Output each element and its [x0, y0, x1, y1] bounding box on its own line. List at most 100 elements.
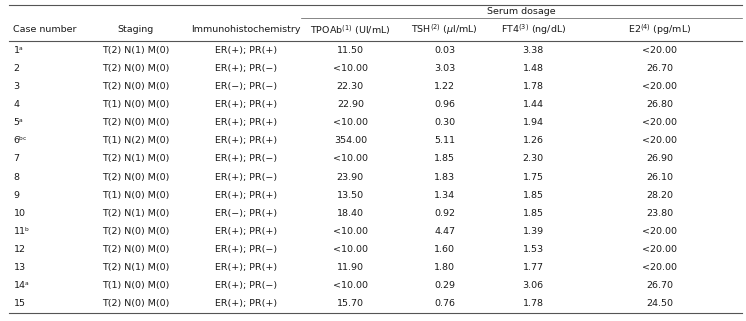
Text: <10.00: <10.00 [333, 227, 368, 236]
Text: 0.30: 0.30 [434, 118, 455, 127]
Text: 23.80: 23.80 [646, 209, 674, 218]
Text: 22.90: 22.90 [336, 100, 364, 109]
Text: ER(+); PR(+): ER(+); PR(+) [215, 46, 277, 55]
Text: <20.00: <20.00 [642, 46, 677, 55]
Text: 1.80: 1.80 [434, 263, 455, 272]
Text: <20.00: <20.00 [642, 227, 677, 236]
Text: 1.77: 1.77 [523, 263, 544, 272]
Text: T(2) N(0) M(0): T(2) N(0) M(0) [101, 299, 169, 308]
Text: 26.90: 26.90 [646, 154, 674, 163]
Text: 0.76: 0.76 [434, 299, 455, 308]
Text: 3.38: 3.38 [523, 46, 544, 55]
Text: E2$^{(4)}$ (pg/mL): E2$^{(4)}$ (pg/mL) [628, 22, 692, 37]
Text: 12: 12 [13, 245, 25, 254]
Text: ER(+); PR(−): ER(+); PR(−) [215, 172, 277, 181]
Text: 15.70: 15.70 [336, 299, 364, 308]
Text: FT4$^{(3)}$ (ng/dL): FT4$^{(3)}$ (ng/dL) [501, 22, 566, 37]
Text: 1.85: 1.85 [523, 209, 544, 218]
Text: ER(+); PR(+): ER(+); PR(+) [215, 100, 277, 109]
Text: 26.70: 26.70 [646, 281, 674, 290]
Text: ER(+); PR(+): ER(+); PR(+) [215, 299, 277, 308]
Text: 0.92: 0.92 [434, 209, 455, 218]
Text: 8: 8 [13, 172, 19, 181]
Text: 1.94: 1.94 [523, 118, 544, 127]
Text: 13.50: 13.50 [336, 191, 364, 200]
Text: 11.50: 11.50 [336, 46, 364, 55]
Text: T(2) N(1) M(0): T(2) N(1) M(0) [101, 46, 169, 55]
Text: ER(+); PR(+): ER(+); PR(+) [215, 227, 277, 236]
Text: ER(+); PR(−): ER(+); PR(−) [215, 245, 277, 254]
Text: 1.85: 1.85 [434, 154, 455, 163]
Text: 1.85: 1.85 [523, 191, 544, 200]
Text: 11.90: 11.90 [336, 263, 364, 272]
Text: ER(+); PR(+): ER(+); PR(+) [215, 191, 277, 200]
Text: 4: 4 [13, 100, 19, 109]
Text: T(1) N(0) M(0): T(1) N(0) M(0) [101, 191, 169, 200]
Text: T(2) N(0) M(0): T(2) N(0) M(0) [101, 172, 169, 181]
Text: 0.29: 0.29 [434, 281, 455, 290]
Text: 1.39: 1.39 [523, 227, 544, 236]
Text: ER(+); PR(−): ER(+); PR(−) [215, 281, 277, 290]
Text: 2.30: 2.30 [523, 154, 544, 163]
Text: ER(−); PR(−): ER(−); PR(−) [215, 82, 277, 91]
Text: T(2) N(1) M(0): T(2) N(1) M(0) [101, 263, 169, 272]
Text: ER(+); PR(+): ER(+); PR(+) [215, 136, 277, 145]
Text: Case number: Case number [13, 25, 77, 34]
Text: <20.00: <20.00 [642, 118, 677, 127]
Text: ER(+); PR(−): ER(+); PR(−) [215, 154, 277, 163]
Text: TSH$^{(2)}$ ($\mu$l/mL): TSH$^{(2)}$ ($\mu$l/mL) [411, 22, 478, 37]
Text: <10.00: <10.00 [333, 245, 368, 254]
Text: 3.06: 3.06 [523, 281, 544, 290]
Text: 1.34: 1.34 [434, 191, 455, 200]
Text: Immunohistochemistry: Immunohistochemistry [191, 25, 301, 34]
Text: 26.10: 26.10 [646, 172, 674, 181]
Text: 1.78: 1.78 [523, 299, 544, 308]
Text: 1.48: 1.48 [523, 64, 544, 73]
Text: <20.00: <20.00 [642, 245, 677, 254]
Text: 11ᵇ: 11ᵇ [13, 227, 29, 236]
Text: <20.00: <20.00 [642, 82, 677, 91]
Text: 0.03: 0.03 [434, 46, 455, 55]
Text: T(1) N(0) M(0): T(1) N(0) M(0) [101, 100, 169, 109]
Text: 3: 3 [13, 82, 19, 91]
Text: 26.80: 26.80 [646, 100, 674, 109]
Text: 26.70: 26.70 [646, 64, 674, 73]
Text: T(2) N(1) M(0): T(2) N(1) M(0) [101, 209, 169, 218]
Text: 13: 13 [13, 263, 25, 272]
Text: T(2) N(0) M(0): T(2) N(0) M(0) [101, 245, 169, 254]
Text: <10.00: <10.00 [333, 281, 368, 290]
Text: 1.44: 1.44 [523, 100, 544, 109]
Text: 1.26: 1.26 [523, 136, 544, 145]
Text: 24.50: 24.50 [646, 299, 674, 308]
Text: 6ᵇᶜ: 6ᵇᶜ [13, 136, 27, 145]
Text: 1.60: 1.60 [434, 245, 455, 254]
Text: 5ᵃ: 5ᵃ [13, 118, 23, 127]
Text: T(2) N(1) M(0): T(2) N(1) M(0) [101, 154, 169, 163]
Text: T(1) N(2) M(0): T(1) N(2) M(0) [101, 136, 169, 145]
Text: 5.11: 5.11 [434, 136, 455, 145]
Text: T(2) N(0) M(0): T(2) N(0) M(0) [101, 227, 169, 236]
Text: T(1) N(0) M(0): T(1) N(0) M(0) [101, 281, 169, 290]
Text: <10.00: <10.00 [333, 118, 368, 127]
Text: <10.00: <10.00 [333, 154, 368, 163]
Text: 14ᵃ: 14ᵃ [13, 281, 29, 290]
Text: 10: 10 [13, 209, 25, 218]
Text: T(2) N(0) M(0): T(2) N(0) M(0) [101, 118, 169, 127]
Text: Serum dosage: Serum dosage [487, 7, 556, 16]
Text: 1.53: 1.53 [523, 245, 544, 254]
Text: 15: 15 [13, 299, 25, 308]
Text: 354.00: 354.00 [333, 136, 367, 145]
Text: ER(+); PR(−): ER(+); PR(−) [215, 64, 277, 73]
Text: 1.75: 1.75 [523, 172, 544, 181]
Text: 7: 7 [13, 154, 19, 163]
Text: 1.83: 1.83 [434, 172, 455, 181]
Text: TPOAb$^{(1)}$ (UI/mL): TPOAb$^{(1)}$ (UI/mL) [310, 23, 391, 37]
Text: 28.20: 28.20 [646, 191, 674, 200]
Text: ER(+); PR(+): ER(+); PR(+) [215, 263, 277, 272]
Text: ER(+); PR(+): ER(+); PR(+) [215, 118, 277, 127]
Text: 0.96: 0.96 [434, 100, 455, 109]
Text: 2: 2 [13, 64, 19, 73]
Text: 9: 9 [13, 191, 19, 200]
Text: 1.22: 1.22 [434, 82, 455, 91]
Text: 1.78: 1.78 [523, 82, 544, 91]
